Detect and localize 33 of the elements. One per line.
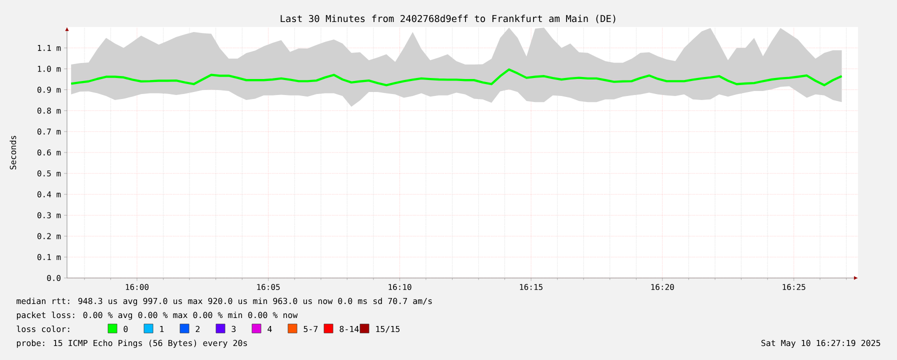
- y-tick-label: 1.1 m: [38, 45, 61, 51]
- text: 1: [160, 326, 164, 332]
- x-tick-label: 16:05: [257, 284, 280, 290]
- x-tick-label: 16:00: [126, 284, 149, 290]
- text: probe: 15 ICMP Echo Pings (56 Bytes) every 20s: [16, 340, 247, 348]
- text: 4: [268, 326, 272, 332]
- x-tick-label: 16:20: [651, 284, 674, 290]
- text: 2: [196, 326, 200, 332]
- x-tick-label: 16:25: [782, 284, 806, 290]
- x-tick-label: 16:10: [388, 284, 412, 290]
- text: 0: [124, 326, 128, 332]
- y-tick-label: 0.0: [47, 274, 61, 282]
- y-tick-label: 0.6 m: [37, 149, 61, 156]
- y-axis-title: Seconds: [10, 136, 16, 170]
- text: median rtt: 948.3 us avg 997.0 us max 920.0 us min 963.0 us now 0.0 ms sd 70.7 am/s: [16, 298, 432, 306]
- y-tick-label: 0.1 m: [37, 254, 61, 260]
- y-tick-label: 0.5 m: [37, 170, 61, 176]
- text: Sat May 10 16:27:19 2025: [761, 340, 880, 348]
- chart-title: Last 30 Minutes from 2402768d9eff to Frankfurt am Main (DE): [280, 14, 616, 24]
- text: 8-14: [340, 326, 359, 332]
- y-tick-label: 0.4 m: [37, 191, 61, 198]
- text: 15/15: [376, 326, 400, 333]
- text: packet loss: 0.00 % avg 0.00 % max 0.00 % min 0.00 % now: [16, 312, 298, 320]
- y-tick-label: 0.2 m: [37, 233, 61, 240]
- y-tick-label: 0.3 m: [37, 212, 61, 218]
- y-tick-label: 1.0 m: [38, 66, 61, 72]
- text: 3: [232, 326, 236, 332]
- y-tick-label: 0.8 m: [37, 108, 61, 114]
- y-tick-label: 0.7 m: [37, 128, 61, 135]
- text: loss color:: [16, 326, 70, 332]
- y-tick-label: 0.9 m: [37, 86, 61, 93]
- text: 5-7: [304, 326, 318, 332]
- x-tick-label: 16:15: [520, 284, 542, 290]
